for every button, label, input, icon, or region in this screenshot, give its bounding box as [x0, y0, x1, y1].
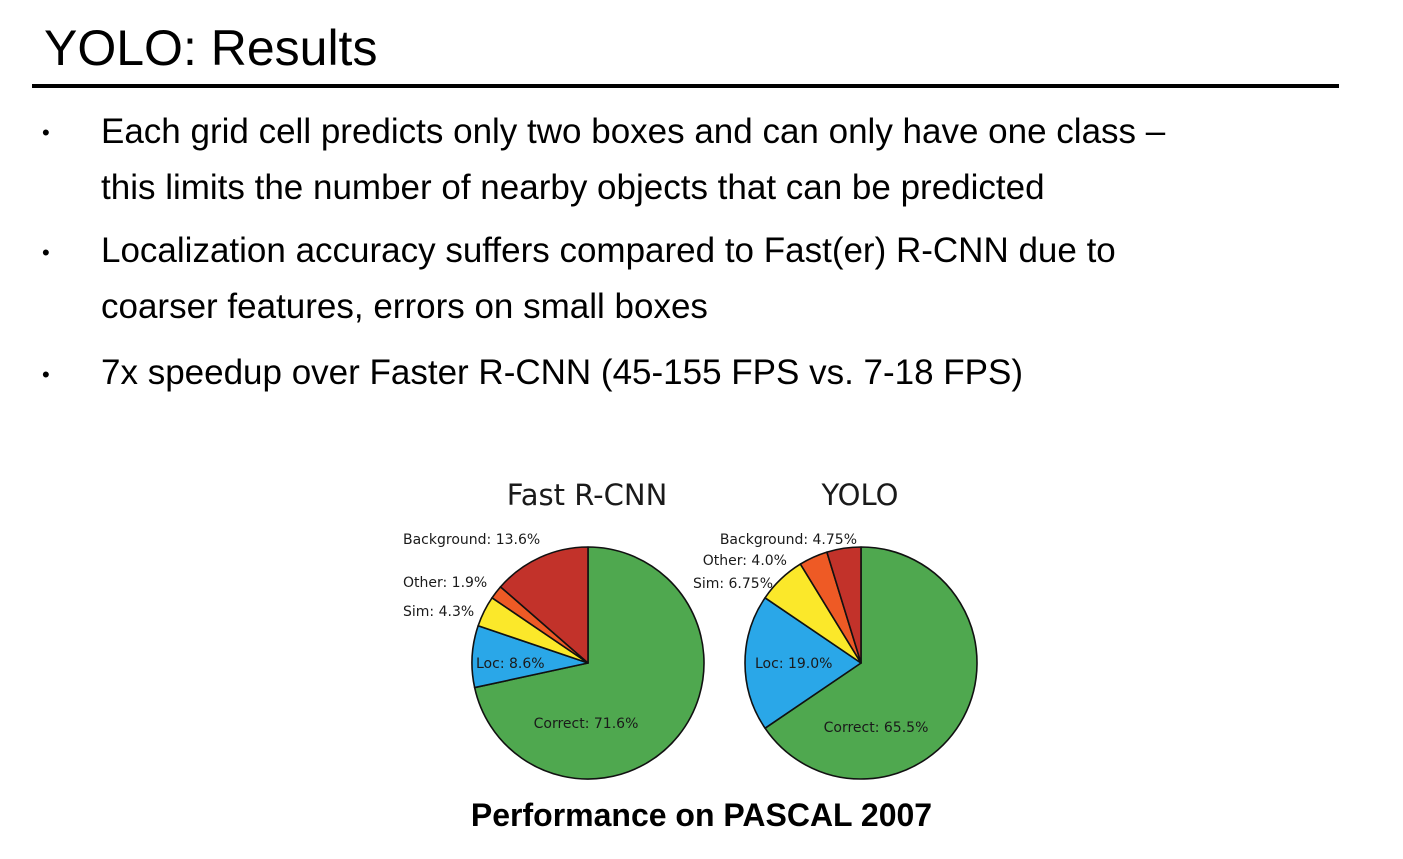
slide-title: YOLO: Results [44, 20, 378, 76]
pie-slice-background [499, 546, 589, 664]
slice-label-loc: Loc: 19.0% [755, 656, 832, 672]
chart-caption: Performance on PASCAL 2007 [470, 797, 933, 833]
slice-label-loc: Loc: 8.6% [476, 656, 545, 672]
pie-slice-background [826, 546, 862, 664]
slice-label-sim: Sim: 6.75% [693, 576, 773, 592]
bullet-item-grid-cell-limits: Each grid cell predicts only two boxes a… [101, 112, 1166, 207]
slice-label-correct: Correct: 65.5% [824, 720, 929, 736]
pie-slice-correct [764, 546, 978, 780]
pie-title: YOLO [821, 478, 899, 512]
bullet-marker: • [42, 120, 50, 145]
slice-label-correct: Correct: 71.6% [534, 716, 639, 732]
bullet-marker: • [42, 362, 50, 387]
pie-chart-yolo: YOLO Correct: 65.5% Loc: 19.0% Sim: 6.75% Ot… [693, 478, 978, 780]
slice-label-other: Other: 4.0% [703, 553, 787, 569]
bullet-item-localization-accuracy: Localization accuracy suffers compared t… [101, 231, 1116, 326]
slice-label-background: Background: 13.6% [403, 532, 540, 548]
slice-label-background: Background: 4.75% [720, 532, 857, 548]
slice-label-sim: Sim: 4.3% [403, 604, 474, 620]
bullet-list: • Each grid cell predicts only two boxes… [0, 0, 1403, 420]
slice-label-other: Other: 1.9% [403, 575, 487, 591]
bullet-marker: • [42, 240, 50, 265]
pie-slice-loc [744, 597, 862, 729]
pie-slice-correct [473, 546, 705, 780]
pie-title: Fast R-CNN [507, 478, 668, 512]
bullet-item-speedup: 7x speedup over Faster R-CNN (45-155 FPS… [101, 353, 1024, 392]
pie-chart-fast-r-cnn: Fast R-CNN Correct: 71.6% Loc: 8.6% Sim: 4.… [403, 478, 705, 780]
title-divider [32, 84, 1339, 88]
